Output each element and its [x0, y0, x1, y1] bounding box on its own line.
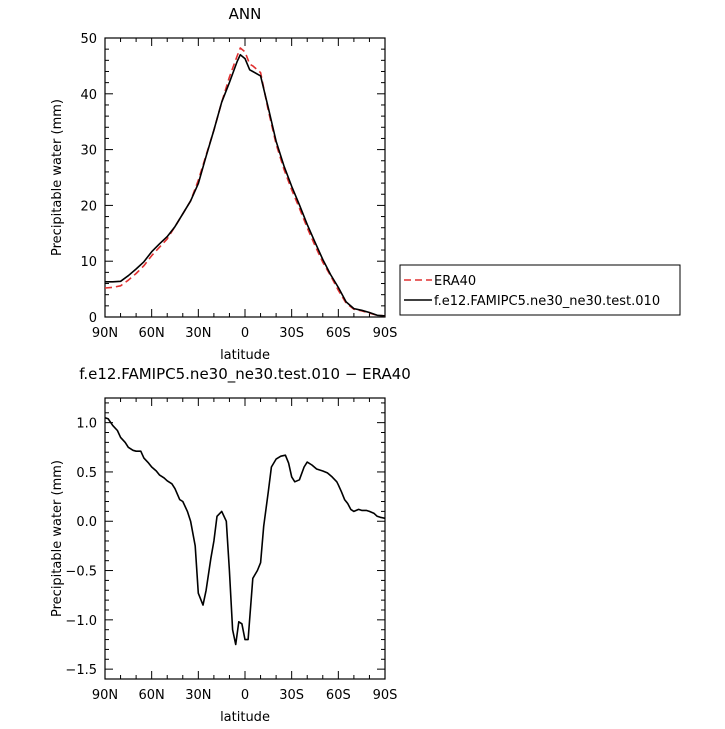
top-axis-ticks: 90N 60N 30N 0 30S 60S 90S 0 10 20 30 40 50: [80, 32, 397, 341]
y-tick-label: 1.0: [76, 417, 97, 432]
y-tick-label: 20: [80, 199, 97, 214]
x-tick-label: 90S: [373, 326, 398, 341]
y-tick-label: 10: [80, 255, 97, 270]
y-tick-label: 0.5: [76, 466, 97, 481]
top-chart-title: ANN: [229, 5, 262, 23]
x-tick-label: 60N: [139, 688, 165, 703]
y-tick-label: 0.0: [76, 515, 97, 530]
legend: ERA40 f.e12.FAMIPC5.ne30_ne30.test.010: [399, 264, 681, 316]
bottom-y-axis-label: Precipitable water (mm): [50, 460, 65, 617]
x-tick-label: 90N: [92, 688, 118, 703]
y-tick-label: 40: [80, 88, 97, 103]
bottom-chart-title: f.e12.FAMIPC5.ne30_ne30.test.010 − ERA40: [79, 365, 411, 384]
x-tick-label: 30S: [279, 326, 304, 341]
y-tick-label: −1.5: [65, 663, 97, 678]
bottom-series-group: [104, 416, 386, 646]
legend-box: [399, 264, 681, 316]
y-tick-label: 30: [80, 144, 97, 159]
x-tick-label: 0: [241, 688, 249, 703]
x-tick-label: 30N: [185, 688, 211, 703]
top-x-axis-label: latitude: [220, 348, 270, 363]
top-chart-panel: ANN Precipitable water (mm) latitude 90N…: [50, 5, 397, 363]
x-tick-label: 0: [241, 326, 249, 341]
x-tick-label: 60N: [139, 326, 165, 341]
x-tick-label: 30S: [279, 688, 304, 703]
bottom-chart-panel: f.e12.FAMIPC5.ne30_ne30.test.010 − ERA40…: [50, 365, 411, 725]
series-line-model-diff: [104, 416, 386, 646]
x-tick-label: 90N: [92, 326, 118, 341]
top-plot-frame: [104, 37, 386, 318]
y-tick-label: 0: [89, 311, 97, 326]
x-tick-label: 30N: [185, 326, 211, 341]
bottom-axis-ticks: 90N 60N 30N 0 30S 60S 90S −1.5 −1.0 −0.5 0.0 0.5 1.0: [65, 398, 397, 703]
x-tick-label: 60S: [326, 326, 351, 341]
x-tick-label: 90S: [373, 688, 398, 703]
x-tick-label: 60S: [326, 688, 351, 703]
series-line-era40: [104, 47, 386, 317]
legend-label-era40: ERA40: [434, 274, 476, 289]
legend-label-model: f.e12.FAMIPC5.ne30_ne30.test.010: [434, 294, 660, 309]
y-tick-label: −1.0: [65, 614, 97, 629]
bottom-x-axis-label: latitude: [220, 710, 270, 725]
y-tick-label: −0.5: [65, 565, 97, 580]
top-y-axis-label: Precipitable water (mm): [50, 99, 65, 256]
y-tick-label: 50: [80, 32, 97, 47]
series-line-model: [105, 53, 386, 317]
top-series-group: [104, 47, 386, 317]
